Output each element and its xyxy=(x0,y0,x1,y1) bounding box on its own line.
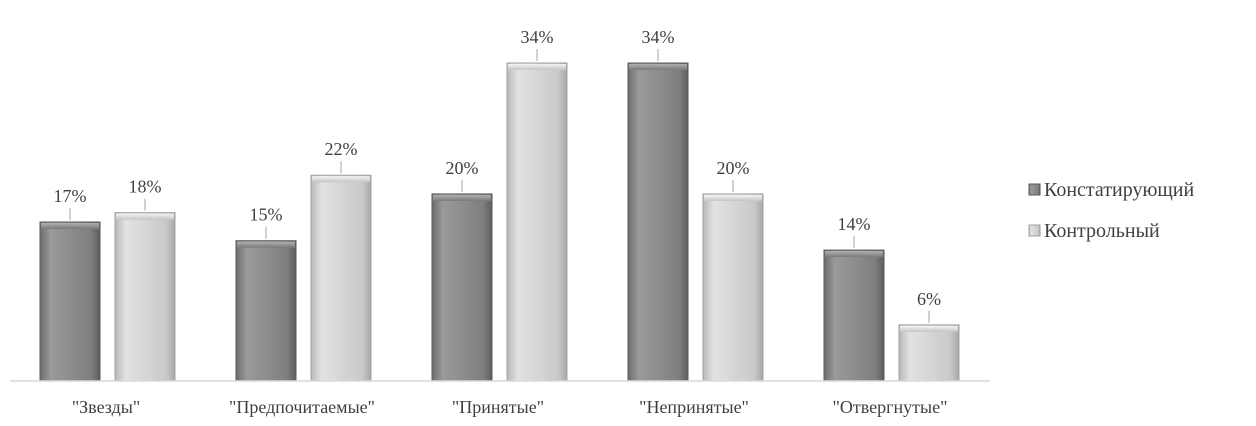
value-label: 18% xyxy=(129,177,162,197)
bars-layer xyxy=(39,62,960,382)
legend-label: Констатирующий xyxy=(1044,179,1194,201)
bar-body xyxy=(702,193,764,382)
legend-swatch xyxy=(1028,224,1041,237)
bar-body xyxy=(431,193,493,382)
value-label: 15% xyxy=(250,205,283,225)
bar-body xyxy=(114,212,176,382)
bar xyxy=(39,221,101,382)
bar-body xyxy=(898,324,960,382)
bar xyxy=(431,193,493,382)
legend: Констатирующий Контрольный xyxy=(1028,179,1194,242)
bar-body xyxy=(627,62,689,382)
legend-item: Контрольный xyxy=(1028,220,1160,242)
bar-bevel xyxy=(433,194,491,201)
value-label: 17% xyxy=(54,186,87,206)
bar-bevel xyxy=(825,251,883,258)
bar-bevel xyxy=(312,176,370,183)
bar-body xyxy=(39,221,101,382)
value-label: 20% xyxy=(717,158,750,178)
value-label: 22% xyxy=(325,139,358,159)
bar-bevel xyxy=(900,325,958,332)
legend-swatch xyxy=(1028,183,1041,196)
bar xyxy=(702,193,764,382)
category-label: "Звезды" xyxy=(72,397,140,417)
category-label: "Принятые" xyxy=(452,397,544,417)
category-label: "Непринятые" xyxy=(639,397,749,417)
value-labels-layer: 17% 18% 15% 22% 20% 34% 34% 20% 14% 6% xyxy=(54,27,941,323)
bar-bevel xyxy=(41,223,99,229)
bar xyxy=(506,62,568,382)
bar xyxy=(627,62,689,382)
bar-body xyxy=(823,249,885,382)
category-label: "Предпочитаемые" xyxy=(229,397,375,417)
bar-body xyxy=(235,240,297,382)
value-label: 34% xyxy=(521,27,554,47)
bar xyxy=(114,212,176,382)
bar-bevel xyxy=(116,213,174,220)
value-label: 14% xyxy=(838,214,871,234)
bar xyxy=(823,249,885,382)
legend-label: Контрольный xyxy=(1044,220,1160,242)
bar xyxy=(235,240,297,382)
bar xyxy=(898,324,960,382)
category-labels-layer: "Звезды" "Предпочитаемые" "Принятые" "Непри… xyxy=(72,397,948,417)
legend-item: Констатирующий xyxy=(1028,179,1194,201)
bar xyxy=(310,174,372,382)
value-label: 20% xyxy=(446,158,479,178)
value-label: 6% xyxy=(917,289,941,309)
bar-bevel xyxy=(629,64,687,70)
bar-body xyxy=(506,62,568,382)
value-label: 34% xyxy=(642,27,675,47)
bar-body xyxy=(310,174,372,382)
bar-bevel xyxy=(508,64,566,70)
bar-bevel xyxy=(237,241,295,248)
category-label: "Отвергнутые" xyxy=(833,397,948,417)
bar-bevel xyxy=(704,194,762,201)
